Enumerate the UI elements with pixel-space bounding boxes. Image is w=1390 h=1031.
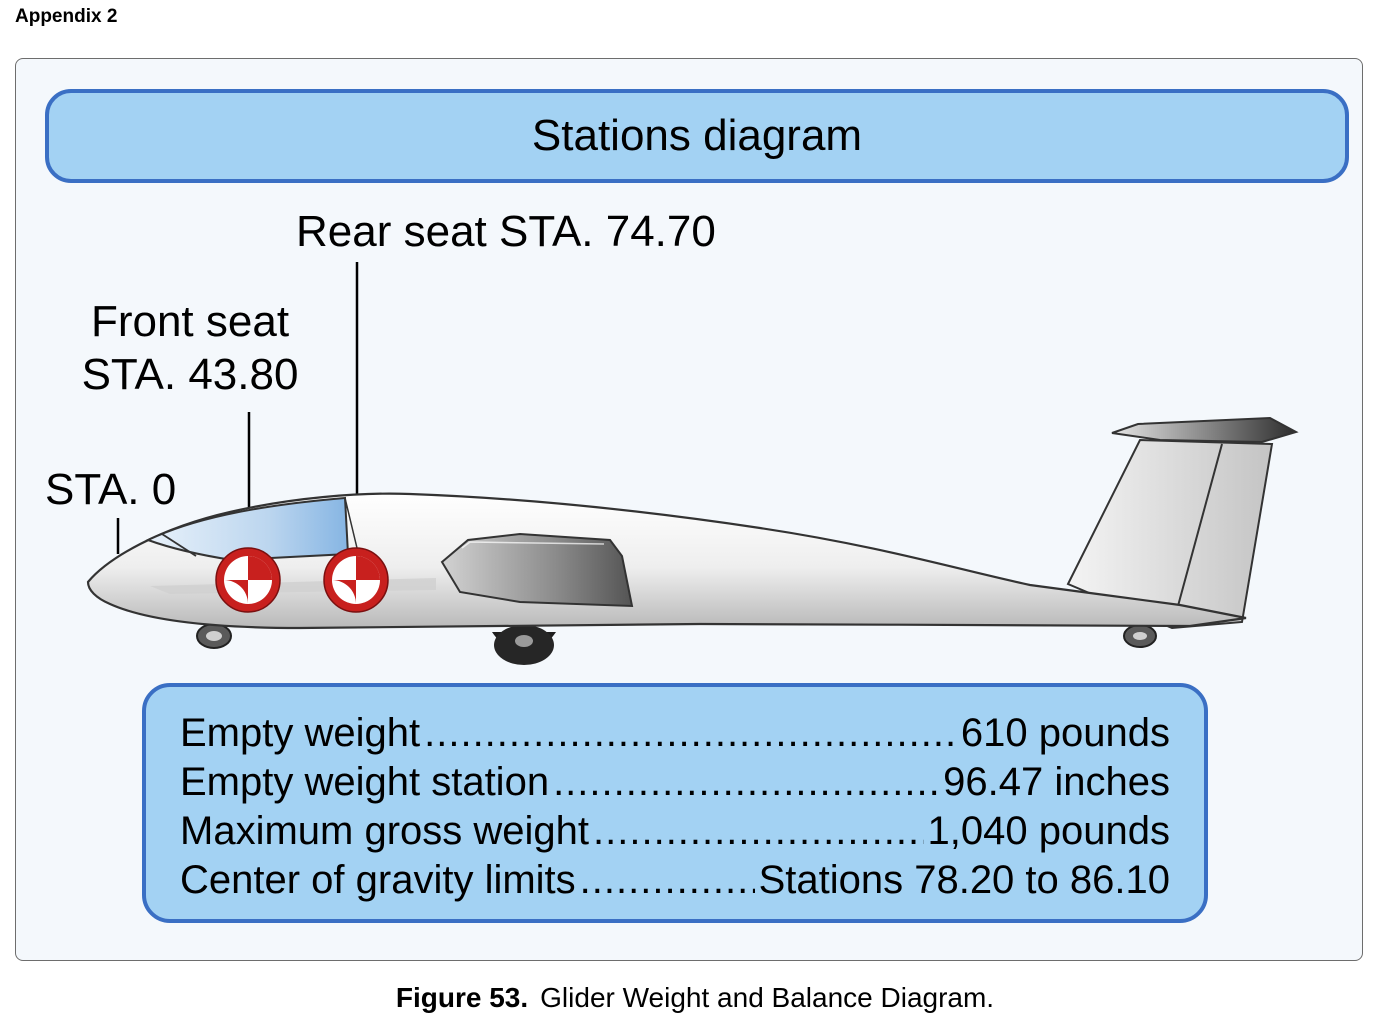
canopy <box>145 496 350 562</box>
spec-row: Maximum gross weight 1,040 pounds <box>180 807 1170 855</box>
diagram-title-panel: Stations diagram <box>45 89 1349 183</box>
canopy-rear-frame <box>344 497 358 549</box>
spec-value: Stations 78.20 to 86.10 <box>758 858 1170 902</box>
diagram-title: Stations diagram <box>531 111 863 160</box>
spec-value: 610 pounds <box>960 711 1170 755</box>
rudder-hinge-line <box>1171 443 1223 629</box>
appendix-label: Appendix 2 <box>15 6 118 27</box>
leader-dots <box>553 758 939 806</box>
spec-row: Center of gravity limits Stations 78.20 … <box>180 856 1170 904</box>
leader-dots <box>424 709 957 757</box>
front-seat-label-line2: STA. 43.80 <box>81 349 299 399</box>
canopy-frame-line <box>161 533 197 557</box>
spec-value: 96.47 inches <box>943 760 1170 804</box>
front-seat-label-line1: Front seat <box>90 297 290 346</box>
main-wheel <box>492 625 556 665</box>
figure-number: Figure 53. <box>395 982 529 1013</box>
spec-label: Maximum gross weight <box>180 809 590 853</box>
wing-root-highlight <box>461 541 605 549</box>
spec-row: Empty weight 610 pounds <box>180 709 1170 757</box>
spec-label: Empty weight station <box>180 760 550 804</box>
figure-caption: Figure 53. Glider Weight and Balance Diag… <box>0 982 1390 1014</box>
spec-label: Center of gravity limits <box>180 858 576 902</box>
leader-dots <box>580 856 755 904</box>
wing-root <box>440 532 634 608</box>
front-seat-label: Front seat STA. 43.80 <box>60 296 320 402</box>
specifications-panel: Empty weight 610 pounds Empty weight sta… <box>142 683 1208 923</box>
spec-value: 1,040 pounds <box>927 809 1170 853</box>
nose-skid-wheel <box>196 623 232 649</box>
tail-wheel <box>1123 624 1157 648</box>
spec-row: Empty weight station 96.47 inches <box>180 758 1170 806</box>
spec-label: Empty weight <box>180 711 421 755</box>
front-seat-cg-marker <box>215 547 281 613</box>
datum-label: STA. 0 <box>45 465 177 514</box>
leader-dots <box>593 807 924 855</box>
rear-seat-label: Rear seat STA. 74.70 <box>296 207 716 256</box>
rear-seat-cg-marker <box>323 547 389 613</box>
figure-caption-text: Glider Weight and Balance Diagram. <box>540 982 995 1013</box>
horizontal-stabilizer <box>1111 416 1299 444</box>
